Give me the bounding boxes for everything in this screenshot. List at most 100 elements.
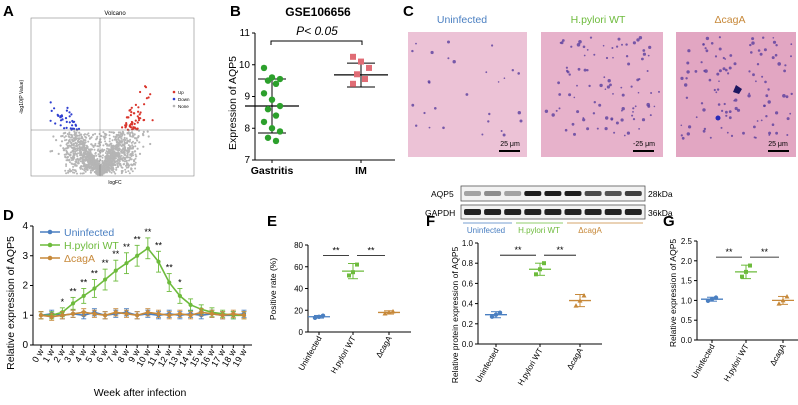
stained-cell [544, 109, 549, 114]
volcano-point [124, 168, 127, 171]
panel-letter-c: C [403, 3, 414, 20]
volcano-point [66, 142, 69, 145]
volcano-point [136, 127, 139, 130]
volcano-point [99, 155, 102, 158]
volcano-point [104, 140, 107, 143]
stained-cell [636, 38, 640, 42]
chart-f-point [581, 293, 587, 298]
volcano-point [139, 117, 142, 120]
chart-b-point [350, 80, 356, 87]
chart-e-point [390, 308, 396, 314]
stained-cell [447, 57, 450, 60]
volcano-point [147, 135, 150, 138]
volcano-point [64, 147, 67, 150]
volcano-point [82, 172, 85, 175]
volcano-point [120, 141, 123, 144]
volcano-point [96, 135, 99, 138]
stained-cell [428, 81, 431, 84]
volcano-point [108, 140, 111, 143]
micro-label-hpylori: H.pylori WT [571, 14, 626, 26]
stained-cell [557, 81, 560, 85]
volcano-point [70, 128, 73, 131]
volcano-point [63, 149, 66, 152]
stained-cell [734, 98, 738, 102]
chart-d-point [70, 311, 76, 316]
volcano-point [67, 159, 70, 162]
chart-f-ytick-label: 0.0 [462, 340, 474, 349]
stained-cell [751, 41, 755, 45]
chart-b-point [264, 106, 272, 113]
volcano-point [87, 151, 90, 154]
chart-g-ytick-label: 2.0 [681, 257, 693, 266]
stained-cell [680, 134, 683, 137]
stained-cell [610, 118, 613, 121]
volcano-point [96, 162, 99, 165]
blot-group-hpylori: H.pylori WT [518, 226, 560, 235]
volcano-point [75, 138, 78, 141]
volcano-point [49, 101, 52, 104]
stained-cell [750, 51, 753, 54]
chart-e-point [355, 262, 359, 267]
volcano-point [149, 93, 152, 96]
volcano-point [131, 144, 134, 147]
chart-f-point [497, 310, 503, 315]
volcano-point [139, 111, 142, 114]
volcano-point [81, 147, 84, 150]
blot-band-aqp5 [544, 191, 562, 196]
legend-up-marker [172, 90, 176, 94]
blot-band-aqp5 [564, 191, 582, 196]
volcano-point [117, 165, 120, 168]
volcano-point [129, 154, 132, 156]
volcano-point [67, 153, 70, 156]
volcano-point [75, 145, 78, 148]
volcano-point [70, 159, 73, 162]
chart-d-point [241, 313, 247, 318]
volcano-point [112, 135, 115, 138]
volcano-point [69, 161, 71, 164]
volcano-point [88, 156, 92, 160]
volcano-point [125, 159, 128, 162]
stained-cell [650, 92, 653, 94]
volcano-point [91, 134, 94, 136]
stained-cell [621, 109, 623, 112]
volcano-point [134, 119, 137, 122]
stained-cell [646, 102, 650, 107]
volcano-point [93, 148, 96, 151]
volcano-point [91, 154, 94, 157]
volcano-point [63, 127, 66, 130]
chart-b-point [260, 64, 268, 72]
volcano-point [112, 147, 115, 150]
chart-f-xtick-label: Uninfected [474, 347, 501, 385]
volcano-point [60, 140, 64, 143]
volcano-point [99, 151, 102, 154]
stained-cell [658, 90, 660, 93]
stained-cell [725, 110, 728, 114]
chart-d-significance: ** [123, 242, 131, 252]
volcano-point [136, 115, 139, 118]
volcano-point [143, 118, 146, 122]
stained-cell [632, 107, 635, 110]
stained-cell [607, 79, 611, 83]
blot-bands [464, 191, 642, 215]
volcano-point [77, 141, 80, 144]
chart-f-point [538, 267, 542, 272]
volcano-point [100, 163, 103, 166]
chart-e-ylabel: Positive rate (%) [268, 258, 278, 321]
stained-cell [411, 103, 415, 107]
volcano-point [49, 119, 52, 122]
volcano-point [135, 155, 138, 158]
volcano-point [142, 145, 145, 148]
stained-cell [576, 84, 578, 87]
chart-d-significance: ** [134, 234, 142, 244]
stained-cell [602, 44, 605, 47]
volcano-point [125, 156, 128, 159]
stained-cell [762, 36, 765, 39]
stained-cell [642, 52, 647, 56]
volcano-point [136, 139, 139, 142]
volcano-point [124, 171, 127, 174]
stained-cell [686, 70, 690, 74]
stained-cell [790, 43, 793, 46]
chart-f: Relative protein expression of AQP5 0.00… [450, 239, 602, 387]
stained-cell [491, 44, 494, 47]
chart-b-title: GSE106656 [285, 5, 351, 19]
